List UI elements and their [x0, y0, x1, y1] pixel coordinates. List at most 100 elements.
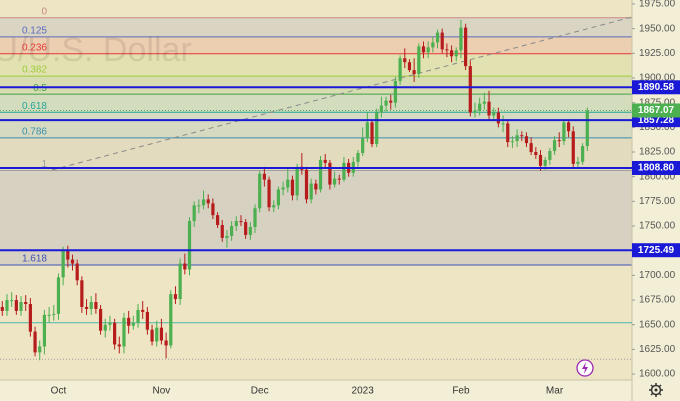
lightning-icon[interactable]: [576, 359, 594, 377]
fib-label: 0.236: [22, 42, 47, 53]
candle-body: [548, 151, 552, 160]
candle-body: [403, 58, 407, 63]
fib-label: 0.125: [22, 25, 47, 36]
candle-body: [412, 70, 416, 75]
candle-body: [0, 306, 4, 311]
candle-body: [529, 143, 533, 152]
candle-body: [173, 294, 178, 300]
candle-body: [70, 259, 75, 264]
candle-body: [557, 140, 561, 142]
candle-body: [337, 178, 341, 180]
y-tick-label: 1750.00: [639, 221, 676, 232]
candle-body: [566, 122, 571, 132]
candle-body: [454, 50, 458, 57]
candle-body: [38, 346, 42, 353]
time-axis-background: [0, 380, 632, 401]
candle-body: [581, 146, 585, 162]
candle-body: [131, 322, 135, 326]
candle-body: [478, 103, 482, 111]
candle-body: [435, 32, 440, 43]
candle-body: [178, 263, 182, 300]
candle-body: [164, 340, 168, 346]
price-axis-background: [632, 0, 680, 401]
candle-body: [169, 294, 173, 346]
candle-body: [117, 344, 121, 347]
y-tick-label: 1900.00: [639, 73, 676, 84]
candle-body: [47, 314, 51, 316]
candle-body: [290, 179, 295, 196]
y-tick-label: 1975.00: [639, 0, 676, 10]
current-price-label: 1867.07: [638, 105, 675, 116]
candle-body: [66, 250, 70, 260]
candle-body: [239, 221, 243, 223]
candle-body: [136, 309, 140, 323]
candle-body: [538, 154, 543, 166]
candle-body: [234, 221, 238, 227]
candle-body: [33, 331, 37, 353]
candle-body: [524, 136, 529, 144]
candle-body: [89, 302, 93, 309]
candle-body: [562, 122, 566, 142]
x-tick-label: Oct: [51, 386, 67, 397]
fib-band: [0, 94, 632, 113]
candle-body: [342, 162, 346, 180]
fib-label: 0.618: [22, 101, 47, 112]
y-tick-label: 1675.00: [639, 295, 676, 306]
candle-body: [323, 159, 327, 163]
y-tick-label: 1650.00: [639, 319, 676, 330]
candle-body: [304, 169, 309, 200]
fib-band: [0, 17, 632, 37]
y-tick-label: 1800.00: [639, 171, 676, 182]
candle-body: [464, 27, 468, 67]
candle-body: [492, 112, 496, 116]
candle-body: [98, 308, 103, 331]
candle-body: [468, 66, 472, 113]
candle-body: [108, 322, 112, 325]
candle-body: [258, 173, 262, 209]
candle-body: [543, 159, 547, 166]
candle-body: [459, 27, 463, 51]
fib-label: 0: [41, 6, 47, 17]
candle-body: [42, 314, 47, 347]
fib-label: 0.786: [22, 127, 47, 138]
candle-body: [248, 227, 252, 235]
x-tick-label: 2023: [352, 386, 375, 397]
candle-body: [150, 329, 154, 342]
candle-body: [5, 300, 9, 311]
candle-body: [14, 300, 18, 311]
candle-body: [286, 179, 290, 188]
y-tick-label: 1950.00: [639, 23, 676, 34]
candle-body: [56, 277, 61, 314]
candle-body: [113, 322, 117, 345]
candle-body: [94, 302, 98, 309]
candle-body: [328, 162, 332, 185]
level-box: [632, 160, 680, 175]
candle-body: [52, 313, 56, 315]
candle-body: [375, 112, 379, 145]
level-label: 1857.28: [638, 115, 675, 126]
candle-body: [417, 46, 421, 75]
candle-body: [510, 141, 515, 143]
current-price-box: [632, 103, 680, 118]
candle-body: [10, 300, 14, 302]
fib-band: [0, 76, 632, 95]
candle-body: [159, 327, 164, 341]
y-tick-label: 1925.00: [639, 48, 676, 59]
candle-body: [318, 159, 323, 190]
settings-icon[interactable]: [649, 383, 663, 397]
candle-body: [215, 215, 220, 226]
candle-body: [183, 263, 187, 270]
x-tick-label: Nov: [153, 386, 171, 397]
candle-body: [449, 50, 454, 57]
level-box: [632, 80, 680, 95]
candle-body: [192, 205, 196, 222]
trend-line: [51, 16, 633, 171]
candle-body: [272, 205, 276, 208]
candle-body: [19, 302, 23, 311]
candle-body: [281, 187, 285, 190]
candle-body: [534, 152, 538, 155]
candle-body: [197, 205, 201, 207]
candle-body: [515, 135, 519, 142]
candle-body: [440, 32, 444, 50]
candle-body: [445, 49, 449, 51]
